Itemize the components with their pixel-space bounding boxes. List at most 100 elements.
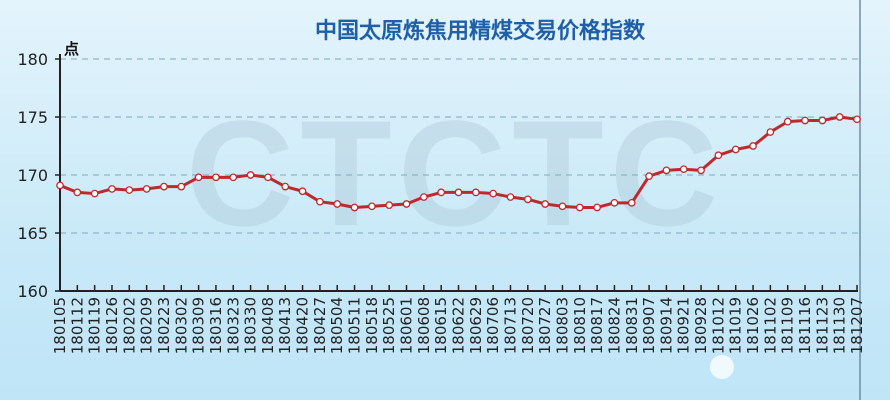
x-tick-label: 180105	[51, 297, 69, 354]
data-point	[73, 188, 82, 197]
x-tick-label: 180427	[311, 297, 329, 354]
y-tick-label: 180	[17, 50, 48, 69]
y-tick-label: 170	[17, 166, 48, 185]
data-point	[316, 197, 324, 206]
data-point	[575, 203, 584, 212]
x-tick-label: 180413	[276, 297, 294, 354]
data-point	[749, 142, 757, 150]
watermark-text: CTCTC	[186, 89, 724, 257]
data-point	[679, 165, 688, 174]
x-tick-label: 180706	[484, 297, 502, 354]
x-tick-label: 180420	[294, 297, 312, 354]
data-point	[593, 203, 601, 212]
y-tick-label: 175	[17, 108, 48, 127]
y-tick-label: 160	[17, 282, 48, 301]
x-tick-label: 180223	[155, 297, 173, 354]
data-point	[281, 182, 290, 191]
x-tick-label: 180720	[519, 297, 537, 354]
data-point	[627, 198, 636, 207]
data-point	[471, 188, 480, 197]
x-tick-label: 181019	[727, 297, 745, 354]
data-point	[142, 185, 151, 193]
x-tick-label: 180914	[657, 297, 675, 354]
x-tick-label: 181102	[761, 297, 779, 354]
x-tick-label: 180302	[172, 297, 190, 354]
x-tick-label: 180713	[501, 297, 519, 354]
x-tick-label: 180831	[623, 297, 641, 354]
x-tick-label: 181109	[779, 297, 797, 354]
data-point	[246, 171, 255, 179]
x-tick-label: 180504	[328, 297, 346, 354]
data-point	[454, 188, 463, 197]
x-tick-label: 180921	[675, 297, 693, 354]
data-point	[385, 201, 394, 210]
x-tick-label: 180511	[346, 297, 364, 354]
data-point	[108, 185, 116, 193]
x-tick-label: 180622	[450, 297, 468, 354]
data-point	[489, 189, 498, 198]
x-tick-label: 180810	[571, 297, 589, 354]
data-point	[419, 193, 428, 201]
y-axis-unit-label: 点	[64, 40, 79, 58]
x-tick-label: 180119	[86, 297, 104, 354]
x-tick-label: 180316	[207, 297, 225, 354]
data-point	[731, 145, 740, 154]
x-tick-label: 180629	[467, 297, 485, 354]
wechat-logo-icon	[710, 355, 734, 379]
data-point	[853, 115, 861, 124]
x-tick-label: 180112	[68, 297, 86, 354]
x-tick-label: 181012	[709, 297, 727, 354]
x-tick-label: 180330	[242, 297, 260, 354]
chart-title: 中国太原炼焦用精煤交易价格指数	[315, 18, 646, 44]
data-point	[437, 188, 446, 197]
data-point	[662, 166, 671, 175]
data-point	[523, 195, 532, 204]
x-tick-label: 180928	[692, 297, 710, 354]
data-point	[212, 173, 220, 182]
data-point	[368, 202, 376, 211]
x-tick-label: 180525	[380, 297, 398, 354]
x-tick-label: 181207	[848, 297, 866, 354]
data-point	[697, 166, 705, 175]
data-point	[610, 198, 619, 207]
data-point	[264, 173, 272, 182]
wechat-watermark	[710, 355, 734, 379]
x-tick-label: 180309	[190, 297, 208, 354]
x-tick-label: 180518	[363, 297, 381, 354]
x-tick-label: 181130	[831, 297, 849, 354]
data-point	[160, 182, 168, 191]
data-point	[714, 151, 723, 160]
x-tick-label: 180817	[588, 297, 606, 354]
data-point	[645, 172, 653, 181]
y-tick-label: 165	[17, 224, 48, 243]
x-tick-label: 180323	[224, 297, 242, 354]
data-point	[194, 173, 203, 182]
x-tick-label: 180824	[605, 297, 623, 354]
x-tick-label: 180209	[138, 297, 156, 354]
data-point	[56, 181, 64, 190]
data-point	[506, 193, 515, 201]
x-tick-label: 180803	[553, 297, 571, 354]
x-tick-label: 181123	[813, 297, 831, 354]
data-point	[783, 117, 792, 126]
data-point	[350, 203, 359, 212]
x-tick-label: 180601	[398, 297, 416, 354]
data-point	[125, 186, 134, 194]
x-tick-label: 180615	[432, 297, 450, 354]
data-point	[558, 202, 567, 211]
x-tick-label: 181026	[744, 297, 762, 354]
x-tick-label: 180126	[103, 297, 121, 354]
data-point	[177, 182, 186, 191]
data-point	[229, 173, 238, 182]
x-tick-label: 180202	[120, 297, 138, 354]
data-point	[90, 189, 99, 198]
data-point	[333, 200, 342, 208]
data-point	[835, 113, 844, 121]
data-point	[818, 116, 827, 125]
x-tick-label: 181116	[796, 297, 814, 354]
data-point	[766, 128, 775, 136]
x-tick-label: 180727	[536, 297, 554, 354]
x-tick-label: 180408	[259, 297, 277, 354]
